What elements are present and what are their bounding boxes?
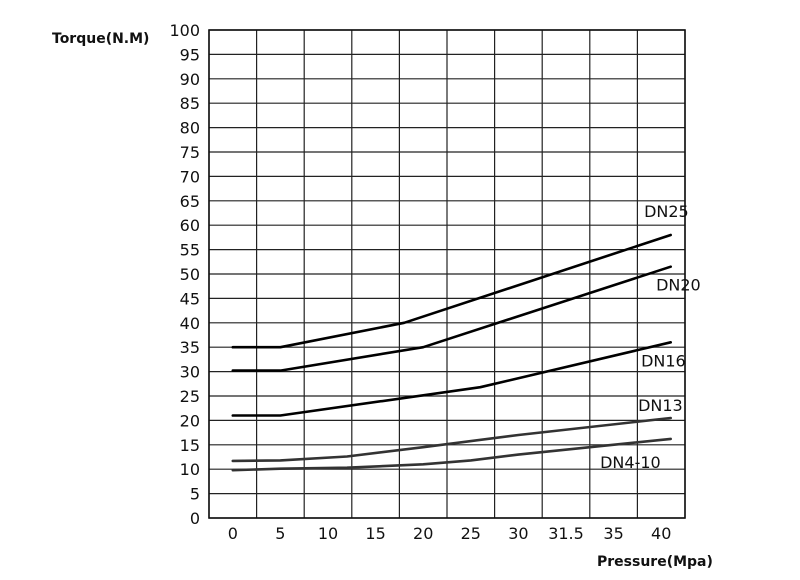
y-tick-label: 60 xyxy=(180,216,200,235)
y-tick-label: 95 xyxy=(180,45,200,64)
series-line-dn25 xyxy=(231,233,673,349)
y-tick-label: 90 xyxy=(180,70,200,89)
y-axis-title: Torque(N.M) xyxy=(52,31,149,47)
x-tick-label: 15 xyxy=(365,524,385,543)
series-line-dn20 xyxy=(231,265,673,372)
y-tick-label: 75 xyxy=(180,143,200,162)
x-tick-label: 10 xyxy=(318,524,338,543)
y-tick-label: 50 xyxy=(180,265,200,284)
series-label-dn25: DN25 xyxy=(644,202,689,221)
x-tick-label: 25 xyxy=(461,524,481,543)
x-tick-label: 35 xyxy=(603,524,623,543)
series-line-dn13 xyxy=(231,416,673,463)
x-tick-label: 30 xyxy=(508,524,528,543)
chart-series: DN25 DN20 DN16 DN13 DN4-10 xyxy=(231,202,701,472)
x-tick-label: 5 xyxy=(275,524,285,543)
x-tick-label: 0 xyxy=(228,524,238,543)
x-axis-ticks: 0 5 10 15 20 25 30 31.5 35 40 xyxy=(228,524,672,543)
series-line-dn16 xyxy=(231,340,673,417)
y-tick-label: 20 xyxy=(180,411,200,430)
y-tick-label: 55 xyxy=(180,241,200,260)
series-label-dn16: DN16 xyxy=(641,351,686,370)
y-tick-label: 80 xyxy=(180,119,200,138)
y-tick-label: 40 xyxy=(180,314,200,333)
y-tick-label: 65 xyxy=(180,192,200,211)
y-tick-label: 70 xyxy=(180,167,200,186)
plot-frame xyxy=(208,29,686,519)
y-tick-label: 85 xyxy=(180,94,200,113)
x-tick-label: 20 xyxy=(413,524,433,543)
series-label-dn20: DN20 xyxy=(656,276,701,295)
y-axis-ticks: 0 5 10 15 20 25 30 35 40 45 50 55 60 65 70 75 80 85 90 95 10… xyxy=(169,21,200,528)
x-axis-title: Pressure(Mpa) xyxy=(597,554,713,570)
y-tick-label: 5 xyxy=(190,485,200,504)
x-tick-label: 40 xyxy=(651,524,671,543)
y-tick-label: 0 xyxy=(190,509,200,528)
y-tick-label: 10 xyxy=(180,460,200,479)
x-tick-label: 31.5 xyxy=(548,524,584,543)
series-label-dn13: DN13 xyxy=(638,396,683,415)
y-tick-label: 100 xyxy=(169,21,200,40)
y-tick-label: 15 xyxy=(180,436,200,455)
series-line-dn4-10 xyxy=(231,437,673,472)
y-tick-label: 30 xyxy=(180,363,200,382)
y-tick-label: 45 xyxy=(180,289,200,308)
series-label-dn4-10: DN4-10 xyxy=(600,453,661,472)
y-tick-label: 35 xyxy=(180,338,200,357)
y-tick-label: 25 xyxy=(180,387,200,406)
